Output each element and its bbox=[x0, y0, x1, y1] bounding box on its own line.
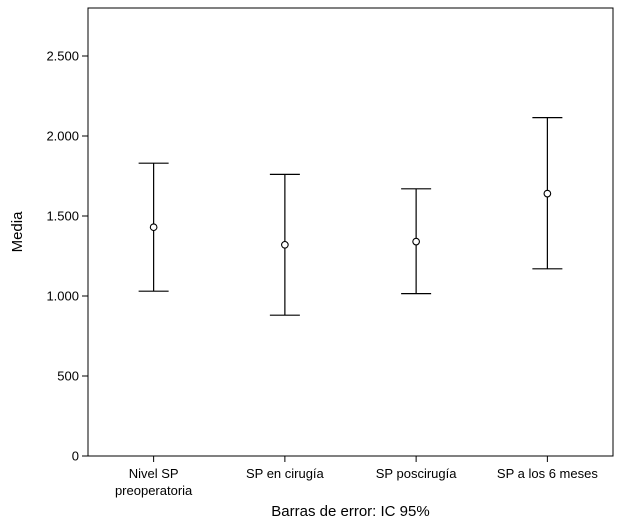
x-tick-label-line: preoperatoria bbox=[115, 483, 193, 498]
x-tick-label: Nivel SP preoperatoria bbox=[115, 466, 193, 498]
mean-marker bbox=[281, 240, 289, 249]
mean-marker bbox=[149, 223, 158, 232]
x-tick-label-line: SP en cirugía bbox=[246, 466, 325, 481]
y-tick-label: 0 bbox=[72, 449, 79, 464]
x-tick-label-line: SP poscirugía bbox=[376, 466, 457, 481]
y-tick-label: 2.500 bbox=[46, 49, 79, 64]
y-axis-title: Media bbox=[9, 211, 26, 253]
x-tick-label-line: SP a los 6 meses bbox=[497, 466, 598, 481]
error-bars bbox=[138, 116, 563, 316]
y-tick-label: 500 bbox=[57, 369, 79, 384]
x-axis-title: Barras de error: IC 95% bbox=[271, 503, 429, 520]
x-tick-label: SP en cirugía bbox=[246, 466, 325, 481]
mean-marker bbox=[412, 237, 420, 246]
x-tick-label: SP poscirugía bbox=[376, 466, 457, 481]
plot-frame bbox=[87, 7, 614, 457]
y-tick-label: 1.000 bbox=[46, 289, 79, 304]
y-tick-label: 1.500 bbox=[46, 209, 79, 224]
mean-marker bbox=[543, 189, 552, 198]
x-axis-ticks: Nivel SP preoperatoria SP en cirugía SP pos… bbox=[115, 456, 598, 498]
y-axis-ticks: 0 500 1.000 1.500 2.000 2.500 bbox=[46, 49, 88, 464]
x-tick-label-line: Nivel SP bbox=[129, 466, 179, 481]
y-tick-label: 2.000 bbox=[46, 129, 79, 144]
x-tick-label: SP a los 6 meses bbox=[497, 466, 598, 481]
